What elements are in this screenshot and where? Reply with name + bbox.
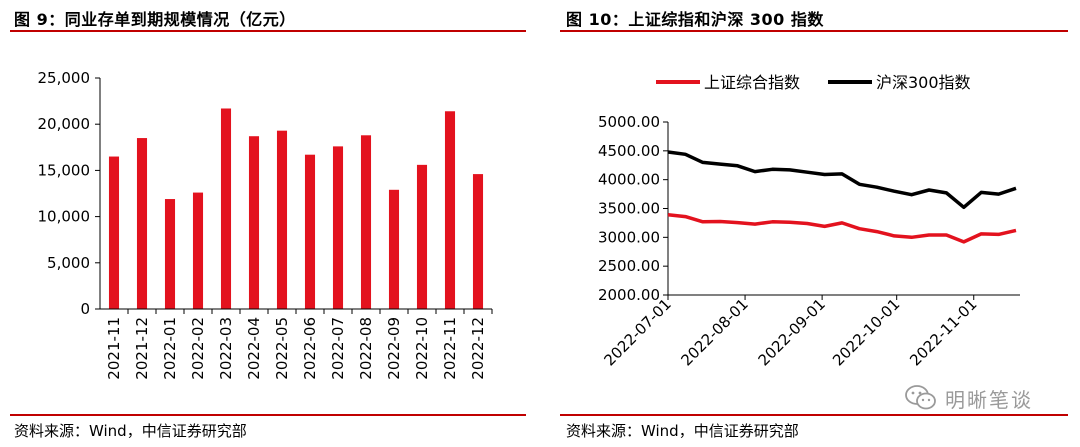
bar-y-tick-label: 5,000 xyxy=(47,254,90,272)
wechat-icon xyxy=(905,385,936,410)
line-y-axis: 2000.00 2500.00 3000.00 3500.00 4000.00 4500.… xyxy=(598,113,669,304)
line-x-tick-label: 2022-10-01 xyxy=(829,295,903,369)
line-legend: 上证综合指数 沪深300指数 xyxy=(656,73,971,92)
bar xyxy=(248,136,260,309)
bar xyxy=(220,108,232,309)
left-title-rule xyxy=(10,30,526,32)
bar xyxy=(304,154,316,309)
line-x-tick-label: 2022-09-01 xyxy=(755,295,829,369)
bar xyxy=(276,130,288,309)
bar xyxy=(332,146,344,309)
bar xyxy=(360,135,372,309)
bar xyxy=(472,174,484,309)
line-y-tick-label: 5000.00 xyxy=(598,113,660,131)
bar-series xyxy=(108,108,484,309)
bar xyxy=(108,156,120,309)
bar-x-tick-label: 2022-07 xyxy=(329,317,347,380)
bar xyxy=(192,192,204,309)
right-source-note: 资料来源：Wind，中信证券研究部 xyxy=(566,422,799,440)
bar-x-tick-label: 2021-11 xyxy=(105,317,123,380)
line-x-tick-label: 2022-07-01 xyxy=(600,295,674,369)
bar-x-tick-label: 2022-11 xyxy=(441,317,459,380)
bar-x-tick-label: 2022-01 xyxy=(161,317,179,380)
legend-label: 沪深300指数 xyxy=(876,73,971,92)
left-source-note: 资料来源：Wind，中信证券研究部 xyxy=(14,422,247,440)
bar-y-tick-label: 15,000 xyxy=(38,161,91,179)
bar-x-tick-label: 2021-12 xyxy=(133,317,151,380)
line-y-tick-label: 4000.00 xyxy=(598,171,660,189)
bar xyxy=(388,189,400,309)
bar-y-tick-label: 20,000 xyxy=(38,115,91,133)
line-series xyxy=(667,150,1017,244)
line-x-axis: 2022-07-01 2022-08-01 2022-09-01 2022-10-01… xyxy=(600,294,1020,369)
watermark-text: 明晰笔谈 xyxy=(945,387,1033,412)
left-source-rule xyxy=(10,414,526,416)
bar-y-tick-label: 25,000 xyxy=(38,69,91,87)
left-chart-title: 图 9：同业存单到期规模情况（亿元） xyxy=(14,10,296,29)
line-series-1 xyxy=(667,213,1017,244)
bar-y-tick-label: 10,000 xyxy=(38,208,91,226)
line-x-tick-label: 2022-08-01 xyxy=(678,295,752,369)
line-y-tick-label: 4500.00 xyxy=(598,142,660,160)
line-y-tick-label: 2000.00 xyxy=(598,286,660,304)
right-title-rule xyxy=(560,30,1068,32)
bar-x-tick-label: 2022-08 xyxy=(357,317,375,380)
bar-y-axis: 0 5,000 10,000 15,000 20,000 25,000 xyxy=(38,69,101,318)
line-series-2 xyxy=(667,150,1017,210)
line-chart: 上证综合指数 沪深300指数 2000.00 2500.00 3000.00 3500.… xyxy=(598,73,1020,369)
bar xyxy=(164,199,176,309)
bar-x-tick-label: 2022-10 xyxy=(413,317,431,380)
legend-label: 上证综合指数 xyxy=(704,73,800,92)
line-y-tick-label: 3000.00 xyxy=(598,228,660,246)
bar xyxy=(444,111,456,309)
right-chart-title: 图 10：上证综指和沪深 300 指数 xyxy=(566,10,824,29)
bar-x-tick-label: 2022-02 xyxy=(189,317,207,380)
bar xyxy=(416,164,428,309)
bar-x-tick-label: 2022-05 xyxy=(273,317,291,380)
line-y-tick-label: 3500.00 xyxy=(598,200,660,218)
bar-x-tick-label: 2022-03 xyxy=(217,317,235,380)
bar-x-tick-label: 2022-04 xyxy=(245,317,263,380)
right-source-rule xyxy=(560,414,1068,416)
line-y-tick-label: 2500.00 xyxy=(598,257,660,275)
bar-x-axis: 2021-11 2021-12 2022-01 2022-02 2022-03 2022-… xyxy=(100,308,493,380)
bar-x-tick-label: 2022-12 xyxy=(469,317,487,380)
bar xyxy=(136,138,148,309)
watermark: 明晰笔谈 xyxy=(905,380,1065,416)
bar-x-tick-label: 2022-09 xyxy=(385,317,403,380)
line-x-tick-label: 2022-11-01 xyxy=(906,295,980,369)
bar-x-tick-label: 2022-06 xyxy=(301,317,319,380)
bar-y-tick-label: 0 xyxy=(80,300,90,318)
